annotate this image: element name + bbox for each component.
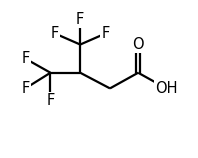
Text: F: F (46, 93, 55, 108)
Text: F: F (101, 26, 109, 41)
Text: O: O (132, 37, 144, 52)
Text: F: F (21, 51, 30, 66)
Text: F: F (51, 26, 59, 41)
Text: F: F (21, 81, 30, 96)
Text: OH: OH (155, 81, 178, 96)
Text: F: F (76, 12, 84, 27)
